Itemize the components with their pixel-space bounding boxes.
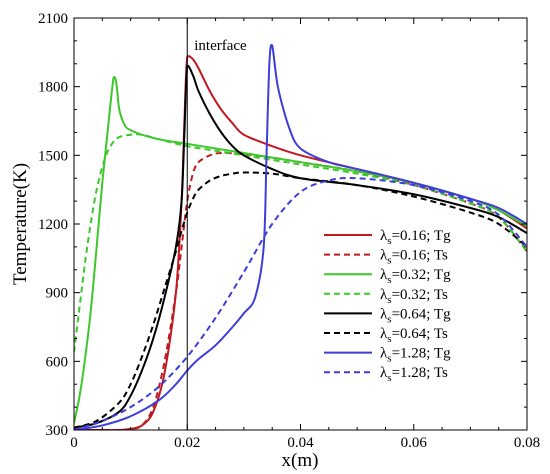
x-tick-label: 0 xyxy=(70,435,78,451)
y-tick-label: 1800 xyxy=(38,80,68,96)
y-tick-label: 1200 xyxy=(38,217,68,233)
series-line-1 xyxy=(74,55,527,430)
series-line-3 xyxy=(74,76,527,424)
series-line-6 xyxy=(74,171,527,429)
series-line-8 xyxy=(74,176,527,430)
axis-layer: 0 0.02 0.04 0.06 0.08 300 600 900 1200 1500 1800 21… xyxy=(38,11,540,451)
x-tick-label: 0.06 xyxy=(401,435,428,451)
x-tick-label: 0.08 xyxy=(514,435,540,451)
legend-label-8: λs=1.28; Ts xyxy=(380,365,448,384)
series-line-4 xyxy=(74,133,527,353)
legend-label-3: λs=0.32; Tg xyxy=(380,267,451,286)
y-tick-label: 600 xyxy=(46,354,69,370)
annotation-layer: interface xyxy=(186,18,247,430)
series-layer xyxy=(74,43,527,430)
legend-label-5: λs=0.64; Tg xyxy=(380,306,451,325)
x-axis-label: x(m) xyxy=(282,450,319,471)
legend-label-7: λs=1.28; Tg xyxy=(380,346,451,365)
y-tick-label: 300 xyxy=(46,423,69,439)
y-tick-label: 2100 xyxy=(38,11,68,27)
series-line-7 xyxy=(74,43,527,430)
legend-label-1: λs=0.16; Tg xyxy=(380,228,451,247)
legend-label-4: λs=0.32; Ts xyxy=(380,287,448,306)
interface-label: interface xyxy=(194,38,247,54)
legend-label-2: λs=0.16; Ts xyxy=(380,248,448,267)
y-tick-label: 1500 xyxy=(38,148,68,164)
series-line-5 xyxy=(74,64,527,429)
y-tick-label: 900 xyxy=(46,286,69,302)
legend-label-6: λs=0.64; Ts xyxy=(380,326,448,345)
y-axis-label: Temperature(K) xyxy=(10,163,31,285)
x-tick-label: 0.04 xyxy=(287,435,314,451)
x-tick-label: 0.02 xyxy=(174,435,200,451)
